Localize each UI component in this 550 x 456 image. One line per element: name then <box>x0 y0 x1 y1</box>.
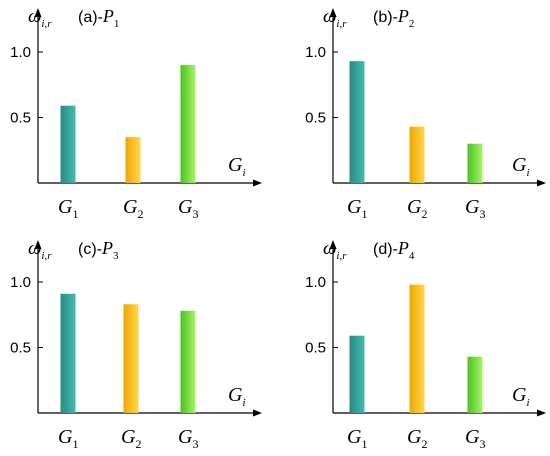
y-axis-arrow <box>34 240 42 249</box>
y-tick-label: 0.5 <box>305 110 326 127</box>
bar-g2 <box>125 137 141 183</box>
y-tick-label: 1.0 <box>305 274 326 291</box>
y-axis-label: ωi,r <box>323 6 347 30</box>
bar-g2 <box>409 126 425 183</box>
y-axis-label: ωi,r <box>28 6 52 30</box>
bar-g3 <box>180 310 196 413</box>
x-tick-label-g3: G3 <box>465 426 485 451</box>
y-tick-label: 1.0 <box>305 44 326 61</box>
x-axis-arrow <box>537 409 546 417</box>
chart-panel-2: 0.5 1.0 ωi,r (b)-P2 Gi G1 G2 G3 <box>305 6 546 221</box>
x-tick-label-g1: G1 <box>347 196 367 221</box>
bar-g3 <box>180 65 196 183</box>
x-axis-label: Gi <box>228 154 246 179</box>
bar-g1 <box>349 335 365 413</box>
bar-g1 <box>349 61 365 183</box>
bar-g3 <box>467 356 483 413</box>
x-tick-label-g1: G1 <box>58 426 78 451</box>
x-axis-label: Gi <box>228 384 246 409</box>
x-tick-label-g2: G2 <box>123 196 143 221</box>
x-tick-label-g3: G3 <box>465 196 485 221</box>
x-axis-label: Gi <box>512 154 530 179</box>
y-axis-arrow <box>329 240 337 249</box>
y-tick-label: 0.5 <box>10 340 31 357</box>
y-axis-label: ωi,r <box>28 238 52 262</box>
chart-panel-1: 0.5 1.0 ωi,r (a)-P1 Gi G1 G2 G3 <box>10 6 262 221</box>
y-tick-label: 0.5 <box>305 340 326 357</box>
bar-g3 <box>467 143 483 183</box>
panel-label: (d)-P4 <box>373 238 415 262</box>
y-tick-label: 1.0 <box>10 274 31 291</box>
panel-label: (c)-P3 <box>78 238 119 262</box>
panel-label: (b)-P2 <box>373 6 414 30</box>
chart-panel-4: 0.5 1.0 ωi,r (d)-P4 Gi G1 G2 G3 <box>305 238 546 451</box>
bar-g2 <box>409 284 425 413</box>
y-tick-label: 1.0 <box>10 44 31 61</box>
panel-label: (a)-P1 <box>78 6 119 30</box>
y-axis-arrow <box>329 8 337 17</box>
x-axis-arrow <box>253 409 262 417</box>
chart-panel-3: 0.5 1.0 ωi,r (c)-P3 Gi G1 G2 G3 <box>10 238 262 451</box>
bar-g1 <box>60 105 76 183</box>
y-tick-label: 0.5 <box>10 110 31 127</box>
x-axis-arrow <box>537 179 546 187</box>
x-axis-label: Gi <box>512 384 530 409</box>
x-tick-label-g1: G1 <box>58 196 78 221</box>
bar-g1 <box>60 293 76 413</box>
y-axis-arrow <box>34 8 42 17</box>
x-axis-arrow <box>253 179 262 187</box>
x-tick-label-g3: G3 <box>178 196 198 221</box>
x-tick-label-g2: G2 <box>407 426 427 451</box>
x-tick-label-g2: G2 <box>407 196 427 221</box>
x-tick-label-g3: G3 <box>178 426 198 451</box>
x-tick-label-g1: G1 <box>347 426 367 451</box>
bar-g2 <box>123 304 139 413</box>
y-axis-label: ωi,r <box>323 238 347 262</box>
x-tick-label-g2: G2 <box>121 426 141 451</box>
